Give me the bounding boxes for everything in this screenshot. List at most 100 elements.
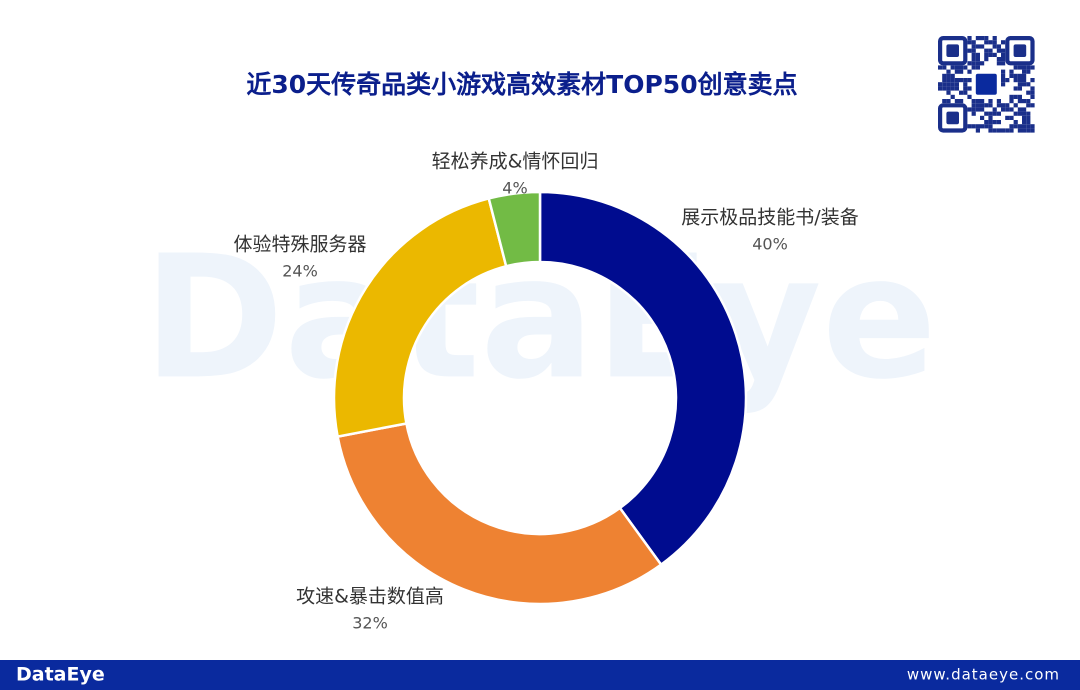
qr-module bbox=[1001, 69, 1006, 74]
qr-module bbox=[1026, 120, 1031, 125]
qr-module bbox=[1005, 107, 1010, 112]
qr-module bbox=[946, 82, 951, 87]
qr-module bbox=[980, 61, 985, 66]
qr-module bbox=[984, 57, 989, 62]
qr-module bbox=[971, 48, 976, 53]
qr-module bbox=[984, 111, 989, 116]
footer-url: www.dataeye.com bbox=[907, 666, 1060, 684]
qr-module bbox=[959, 90, 964, 95]
qr-module bbox=[971, 44, 976, 49]
qr-module bbox=[988, 115, 993, 120]
qr-module bbox=[1017, 99, 1022, 104]
qr-module bbox=[1001, 78, 1006, 83]
qr-module bbox=[1009, 99, 1014, 104]
qr-module bbox=[1026, 69, 1031, 74]
qr-module bbox=[959, 69, 964, 74]
qr-module bbox=[1013, 124, 1018, 129]
qr-module bbox=[1030, 128, 1035, 133]
data-label: 4% bbox=[502, 179, 527, 198]
qr-module bbox=[967, 107, 972, 112]
qr-module bbox=[996, 61, 1001, 66]
qr-module bbox=[1022, 82, 1027, 87]
qr-module bbox=[967, 78, 972, 83]
qr-module bbox=[967, 86, 972, 91]
qr-finder-dot bbox=[946, 111, 959, 125]
qr-module bbox=[996, 48, 1001, 53]
qr-module bbox=[1022, 65, 1027, 70]
qr-module bbox=[967, 36, 972, 41]
qr-module bbox=[1013, 78, 1018, 83]
qr-module bbox=[1022, 115, 1027, 120]
qr-module bbox=[946, 99, 951, 104]
qr-module bbox=[967, 48, 972, 53]
qr-module bbox=[975, 103, 980, 108]
data-label: 32% bbox=[352, 614, 388, 633]
qr-module bbox=[992, 120, 997, 125]
qr-module bbox=[996, 103, 1001, 108]
qr-module bbox=[996, 99, 1001, 104]
qr-module bbox=[1017, 82, 1022, 87]
qr-module bbox=[954, 86, 959, 91]
qr-module bbox=[1005, 128, 1010, 133]
qr-module bbox=[980, 124, 985, 129]
qr-module bbox=[1001, 82, 1006, 87]
legend-label: 展示极品技能书/装备 bbox=[681, 207, 858, 229]
qr-module bbox=[996, 128, 1001, 133]
qr-module bbox=[1013, 65, 1018, 70]
qr-module bbox=[1005, 115, 1010, 120]
qr-module bbox=[1013, 111, 1018, 116]
qr-finder-dot bbox=[946, 44, 959, 57]
qr-module bbox=[1030, 86, 1035, 91]
qr-module bbox=[1005, 78, 1010, 83]
qr-module bbox=[1026, 99, 1031, 104]
qr-module bbox=[975, 57, 980, 62]
qr-module bbox=[992, 40, 997, 45]
qr-module bbox=[980, 44, 985, 49]
qr-module bbox=[1001, 103, 1006, 108]
qr-module bbox=[1026, 103, 1031, 108]
qr-module bbox=[1001, 107, 1006, 112]
qr-module bbox=[954, 65, 959, 70]
qr-module bbox=[1013, 94, 1018, 99]
qr-module bbox=[1013, 103, 1018, 108]
qr-module bbox=[1022, 124, 1027, 129]
qr-module bbox=[988, 52, 993, 57]
qr-module bbox=[954, 82, 959, 87]
qr-module bbox=[1022, 111, 1027, 116]
qr-module bbox=[1017, 124, 1022, 129]
qr-module bbox=[954, 99, 959, 104]
donut-segment bbox=[336, 422, 663, 606]
qr-module bbox=[950, 65, 955, 70]
qr-module bbox=[946, 73, 951, 78]
qr-module bbox=[971, 40, 976, 45]
qr-module bbox=[988, 103, 993, 108]
qr-module bbox=[967, 40, 972, 45]
qr-module bbox=[975, 44, 980, 49]
qr-module bbox=[971, 65, 976, 70]
qr-module bbox=[1005, 103, 1010, 108]
qr-module bbox=[1013, 120, 1018, 125]
qr-module bbox=[1017, 65, 1022, 70]
footer-bar bbox=[0, 660, 1080, 690]
qr-module bbox=[975, 52, 980, 57]
qr-module bbox=[988, 124, 993, 129]
qr-module bbox=[1013, 73, 1018, 78]
qr-module bbox=[942, 78, 947, 83]
qr-module bbox=[967, 124, 972, 129]
qr-module bbox=[984, 103, 989, 108]
qr-module bbox=[975, 124, 980, 129]
qr-module bbox=[984, 48, 989, 53]
qr-module bbox=[1030, 124, 1035, 129]
qr-module bbox=[975, 128, 980, 133]
qr-module bbox=[967, 69, 972, 74]
qr-module bbox=[1017, 94, 1022, 99]
qr-module bbox=[938, 65, 943, 70]
qr-module bbox=[959, 65, 964, 70]
qr-module bbox=[984, 120, 989, 125]
qr-module bbox=[946, 78, 951, 83]
legend-label: 攻速&暴击数值高 bbox=[296, 586, 444, 608]
qr-module bbox=[971, 57, 976, 62]
qr-module bbox=[980, 99, 985, 104]
qr-module bbox=[1009, 124, 1014, 129]
footer-brand: DataEye bbox=[16, 664, 105, 686]
